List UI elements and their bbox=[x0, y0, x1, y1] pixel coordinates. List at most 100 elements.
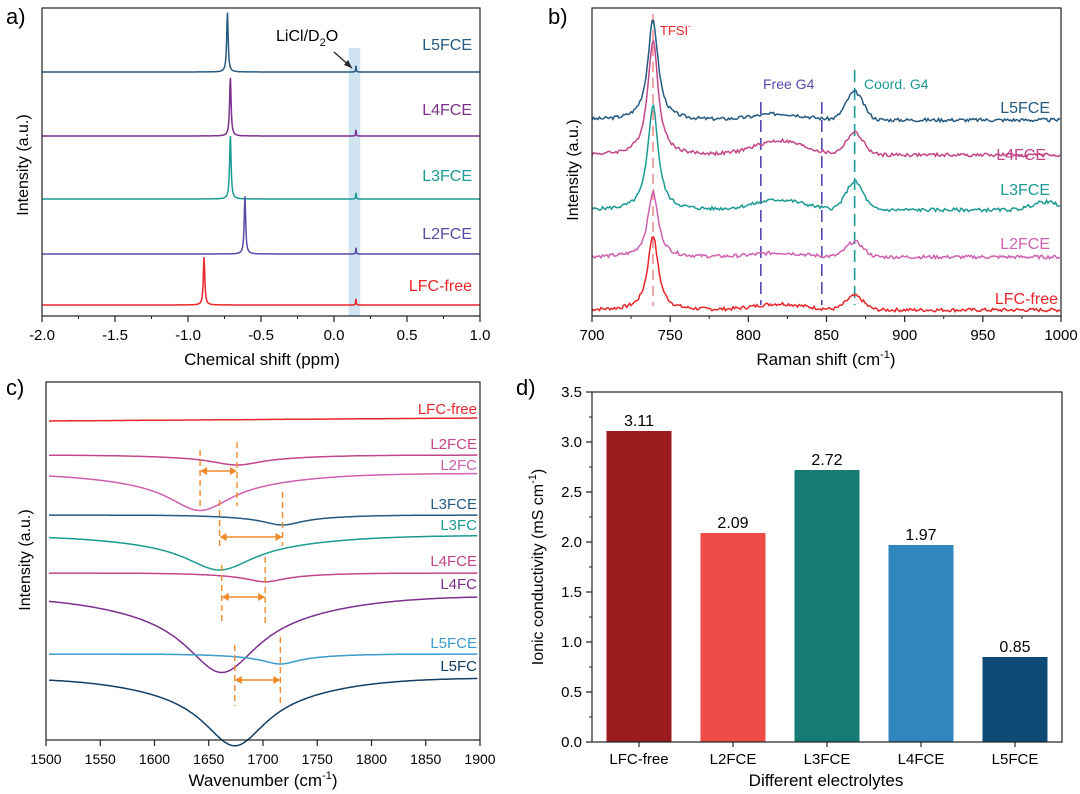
panel-d-letter: d) bbox=[516, 375, 536, 400]
panel-a-frame bbox=[41, 7, 481, 317]
panel-b-frame bbox=[591, 7, 1062, 317]
panel-c-shift-arrowhead bbox=[221, 593, 229, 601]
panel-d-category-label: L3FCE bbox=[804, 751, 851, 768]
panel-d-bar-L5FCE bbox=[982, 657, 1048, 742]
panel-b-label-L5FCE: L5FCE bbox=[1000, 100, 1050, 117]
panel-d-bar-L2FCE bbox=[700, 533, 766, 742]
panel-a-line-LFC-free bbox=[42, 257, 480, 306]
panel-a-tick-label: -0.5 bbox=[248, 327, 274, 344]
panel-c-tick-label: 1500 bbox=[30, 751, 61, 767]
panel-a-series bbox=[42, 12, 480, 306]
panel-b-tick-label: 800 bbox=[736, 327, 761, 344]
panel-c-series-labels: LFC-free L2FCE L2FC L3FCE L3FC L4FCE L4FC L5FCE… bbox=[418, 401, 477, 675]
panel-c-label-L3FC: L3FC bbox=[440, 517, 477, 534]
panel-d-y-tick-label: 1.5 bbox=[561, 584, 582, 601]
panel-c-shift-arrowhead bbox=[200, 467, 208, 475]
panel-d-category-label: L4FCE bbox=[898, 751, 945, 768]
panel-d-y-tick-label: 3.5 bbox=[561, 384, 582, 401]
panel-c-ylabel: Intensity (a.u.) bbox=[17, 509, 34, 610]
panel-c-line-L5FC bbox=[49, 677, 478, 747]
panel-a-label-L4FCE: L4FCE bbox=[422, 102, 472, 119]
panel-a-tick-label: -2.0 bbox=[29, 327, 55, 344]
panel-d-category-label: LFC-free bbox=[609, 751, 668, 768]
panel-c-line-L4FCE bbox=[49, 572, 478, 583]
panel-a-letter: a) bbox=[6, 4, 26, 29]
panel-b-line-L2FCE bbox=[591, 188, 1061, 261]
panel-a-label-LFC-free: LFC-free bbox=[409, 278, 472, 295]
panel-c-line-L5FCE bbox=[49, 653, 478, 665]
panel-c-tick-label: 1900 bbox=[464, 751, 495, 767]
panel-b-line-L5FCE bbox=[591, 19, 1061, 124]
panel-b-tfsi-label: TFSI- bbox=[660, 21, 691, 38]
panel-d-xlabel: Different electrolytes bbox=[749, 771, 904, 790]
panel-c-series bbox=[48, 417, 478, 747]
panel-a: a) L5FCE L4FCE L3FCE L2FCE LFC-free -2.0 -1.5… bbox=[6, 4, 490, 369]
panel-d-y-tick-label: 2.0 bbox=[561, 534, 582, 551]
panel-b-tick-label: 700 bbox=[579, 327, 604, 344]
panel-b-reference-lines bbox=[652, 14, 856, 306]
panel-d-y-ticks: 0.0 0.5 1.0 1.5 2.0 2.5 3.0 3.5 bbox=[561, 384, 592, 751]
panel-b-line-LFC-free bbox=[591, 236, 1061, 313]
panel-c-label-L2FC: L2FC bbox=[440, 457, 477, 474]
panel-b: b) L5FCE L4FCE L3FCE L2FCE LFC-free 700 750 80… bbox=[548, 4, 1078, 369]
panel-b-label-L2FCE: L2FCE bbox=[1000, 236, 1050, 253]
panel-b-letter: b) bbox=[548, 4, 568, 29]
panel-c-tick-label: 1750 bbox=[302, 751, 333, 767]
panel-c-shift-markers bbox=[199, 442, 284, 706]
panel-b-tick-label: 900 bbox=[892, 327, 917, 344]
panel-a-series-labels: L5FCE L4FCE L3FCE L2FCE LFC-free bbox=[409, 37, 472, 295]
panel-c-label-L4FC: L4FC bbox=[440, 576, 477, 593]
panel-c-shift-arrowhead bbox=[273, 676, 281, 684]
panel-a-tick-label: 1.0 bbox=[470, 327, 491, 344]
panel-c-label-L5FCE: L5FCE bbox=[430, 635, 477, 652]
panel-d-value-label: 1.97 bbox=[905, 527, 936, 544]
panel-d-bar-L4FCE bbox=[888, 545, 954, 742]
panel-c-xlabel: Wavenumber (cm-1) bbox=[189, 770, 338, 790]
panel-d-bar-LFC-free bbox=[606, 431, 672, 742]
panel-d: d) 3.11 2.09 2.72 1.97 0.85 0.0 0.5 1.0 1.5 2.0 2… bbox=[516, 375, 1063, 790]
panel-a-highlight-band bbox=[348, 48, 361, 316]
panel-d-y-tick-label: 3.0 bbox=[561, 434, 582, 451]
panel-a-x-ticks: -2.0 -1.5 -1.0 -0.5 0.0 0.5 1.0 bbox=[29, 316, 490, 344]
panel-a-line-L3FCE bbox=[42, 136, 480, 200]
panel-c-shift-arrowhead bbox=[275, 533, 283, 541]
panel-c-tick-label: 1850 bbox=[410, 751, 441, 767]
panel-c-label-L2FCE: L2FCE bbox=[430, 436, 477, 453]
panel-a-arrowhead bbox=[344, 60, 352, 68]
panel-c-shift-arrowhead bbox=[229, 467, 237, 475]
panel-b-tick-label: 850 bbox=[814, 327, 839, 344]
panel-c-tick-label: 1700 bbox=[247, 751, 278, 767]
panel-b-free-g4-label: Free G4 bbox=[763, 76, 815, 92]
panel-d-ylabel: Ionic conductivity (mS cm-1) bbox=[527, 469, 547, 666]
panel-d-y-tick-label: 0.5 bbox=[561, 684, 582, 701]
panel-b-tick-label: 950 bbox=[970, 327, 995, 344]
panel-a-label-L2FCE: L2FCE bbox=[422, 226, 472, 243]
panel-b-coord-g4-label: Coord. G4 bbox=[864, 76, 929, 92]
panel-c-label-L4FCE: L4FCE bbox=[430, 553, 477, 570]
panel-a-line-L4FCE bbox=[42, 77, 480, 137]
panel-b-ylabel: Intensity (a.u.) bbox=[565, 119, 582, 220]
panel-a-line-L5FCE bbox=[42, 12, 480, 73]
panel-a-label-L5FCE: L5FCE bbox=[422, 37, 472, 54]
panel-c-label-LFC-free: LFC-free bbox=[418, 401, 477, 418]
panel-a-line-L2FCE bbox=[42, 196, 480, 255]
panel-c-shift-arrowhead bbox=[219, 533, 227, 541]
panel-c-line-L3FCE bbox=[49, 514, 478, 526]
panel-a-ylabel: Intensity (a.u.) bbox=[15, 114, 32, 215]
panel-b-x-ticks: 700 750 800 850 900 950 1000 bbox=[579, 316, 1078, 344]
panel-d-bar-L3FCE bbox=[794, 470, 860, 742]
panel-d-category-label: L2FCE bbox=[710, 751, 757, 768]
panel-c-line-L2FCE bbox=[49, 454, 478, 466]
panel-a-tick-label: -1.0 bbox=[175, 327, 201, 344]
panel-a-tick-label: -1.5 bbox=[102, 327, 128, 344]
panel-c-line-L3FC bbox=[49, 535, 478, 571]
panel-b-label-LFC-free: LFC-free bbox=[995, 291, 1058, 308]
panel-c-line-L2FC bbox=[49, 472, 478, 512]
panel-a-label-L3FCE: L3FCE bbox=[422, 168, 472, 185]
panel-c-label-L5FC: L5FC bbox=[440, 658, 477, 675]
panel-c-tick-label: 1650 bbox=[193, 751, 224, 767]
panel-c-label-L3FCE: L3FCE bbox=[430, 496, 477, 513]
panel-d-bars bbox=[606, 431, 1048, 742]
panel-c-tick-label: 1550 bbox=[85, 751, 116, 767]
panel-b-series-labels: L5FCE L4FCE L3FCE L2FCE LFC-free bbox=[995, 100, 1058, 308]
